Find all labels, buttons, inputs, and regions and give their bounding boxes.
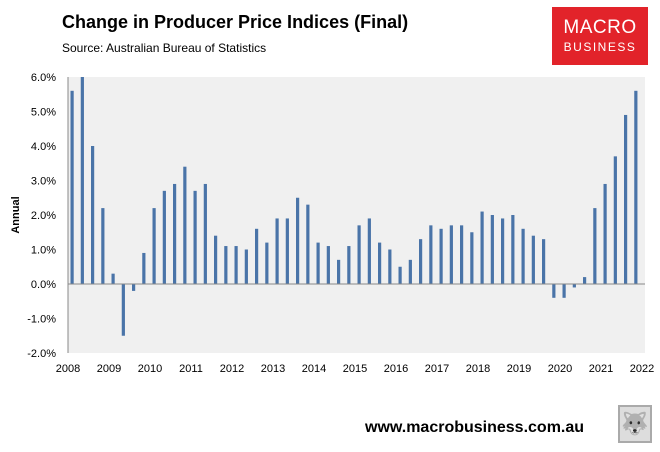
bar — [367, 218, 371, 284]
logo-line1: MACRO — [563, 17, 637, 38]
bar — [603, 183, 607, 284]
bar — [378, 242, 382, 284]
bar — [634, 90, 638, 284]
x-tick-label: 2020 — [548, 363, 572, 375]
bar — [408, 259, 412, 284]
bar — [562, 284, 566, 298]
bar — [347, 246, 351, 284]
bar — [132, 284, 136, 291]
bar — [214, 235, 218, 284]
bar — [583, 277, 587, 284]
bar — [357, 225, 361, 284]
bar — [388, 249, 392, 284]
bar — [193, 190, 197, 284]
x-tick-label: 2010 — [138, 363, 162, 375]
bar — [275, 218, 279, 284]
bar — [326, 246, 330, 284]
bar — [460, 225, 464, 284]
bar — [480, 211, 484, 284]
bar — [224, 246, 228, 284]
bar — [203, 183, 207, 284]
bar — [162, 190, 166, 284]
y-tick-label: -2.0% — [27, 348, 56, 360]
bar — [80, 77, 84, 284]
x-tick-label: 2016 — [384, 363, 408, 375]
y-tick-label: 2.0% — [31, 210, 56, 222]
bar — [624, 114, 628, 284]
bar — [429, 225, 433, 284]
bar — [296, 197, 300, 284]
bar — [337, 259, 341, 284]
y-tick-label: 3.0% — [31, 176, 56, 188]
bar — [183, 166, 187, 284]
bar — [91, 146, 95, 284]
bar — [121, 284, 125, 336]
bar — [490, 215, 494, 284]
x-tick-label: 2012 — [220, 363, 244, 375]
y-axis-label: Annual — [10, 196, 22, 233]
bar — [152, 208, 156, 284]
bar — [173, 183, 177, 284]
x-tick-label: 2015 — [343, 363, 367, 375]
bar — [531, 235, 535, 284]
bar — [613, 156, 617, 284]
x-tick-label: 2021 — [589, 363, 613, 375]
y-tick-label: 1.0% — [31, 245, 56, 257]
bar — [255, 228, 259, 284]
bar — [316, 242, 320, 284]
bar — [542, 239, 546, 284]
bar — [419, 239, 423, 284]
chart-title: Change in Producer Price Indices (Final) — [62, 12, 409, 32]
x-tick-label: 2011 — [179, 363, 203, 375]
wolf-logo-icon: 🐺 — [618, 405, 652, 443]
bar — [265, 242, 269, 284]
bar — [244, 249, 248, 284]
bar — [572, 284, 576, 288]
x-tick-label: 2022 — [630, 363, 654, 375]
bar — [101, 208, 105, 284]
bar — [111, 273, 115, 284]
macrobusiness-logo: MACRO BUSINESS — [552, 7, 648, 65]
bar — [552, 284, 556, 298]
x-tick-label: 2008 — [56, 363, 80, 375]
y-tick-label: 0.0% — [31, 279, 56, 291]
bar — [285, 218, 289, 284]
bar — [449, 225, 453, 284]
bar — [439, 228, 443, 284]
y-tick-label: 6.0% — [31, 72, 56, 84]
bar — [398, 266, 402, 284]
bar — [470, 232, 474, 284]
bar — [511, 215, 515, 284]
y-tick-label: 4.0% — [31, 141, 56, 153]
chart-source: Source: Australian Bureau of Statistics — [62, 41, 267, 55]
x-tick-label: 2017 — [425, 363, 449, 375]
footer-url: www.macrobusiness.com.au — [365, 419, 585, 436]
x-tick-label: 2013 — [261, 363, 285, 375]
x-tick-label: 2018 — [466, 363, 490, 375]
bar — [306, 204, 310, 284]
bar — [142, 252, 146, 284]
x-tick-label: 2009 — [97, 363, 121, 375]
bar — [593, 208, 597, 284]
bar — [501, 218, 505, 284]
bar — [234, 246, 238, 284]
x-tick-label: 2019 — [507, 363, 531, 375]
bar — [70, 90, 74, 284]
logo-line2: BUSINESS — [563, 40, 637, 54]
x-tick-label: 2014 — [302, 363, 326, 375]
bar — [521, 228, 525, 284]
y-tick-label: -1.0% — [27, 314, 56, 326]
y-tick-label: 5.0% — [31, 107, 56, 119]
